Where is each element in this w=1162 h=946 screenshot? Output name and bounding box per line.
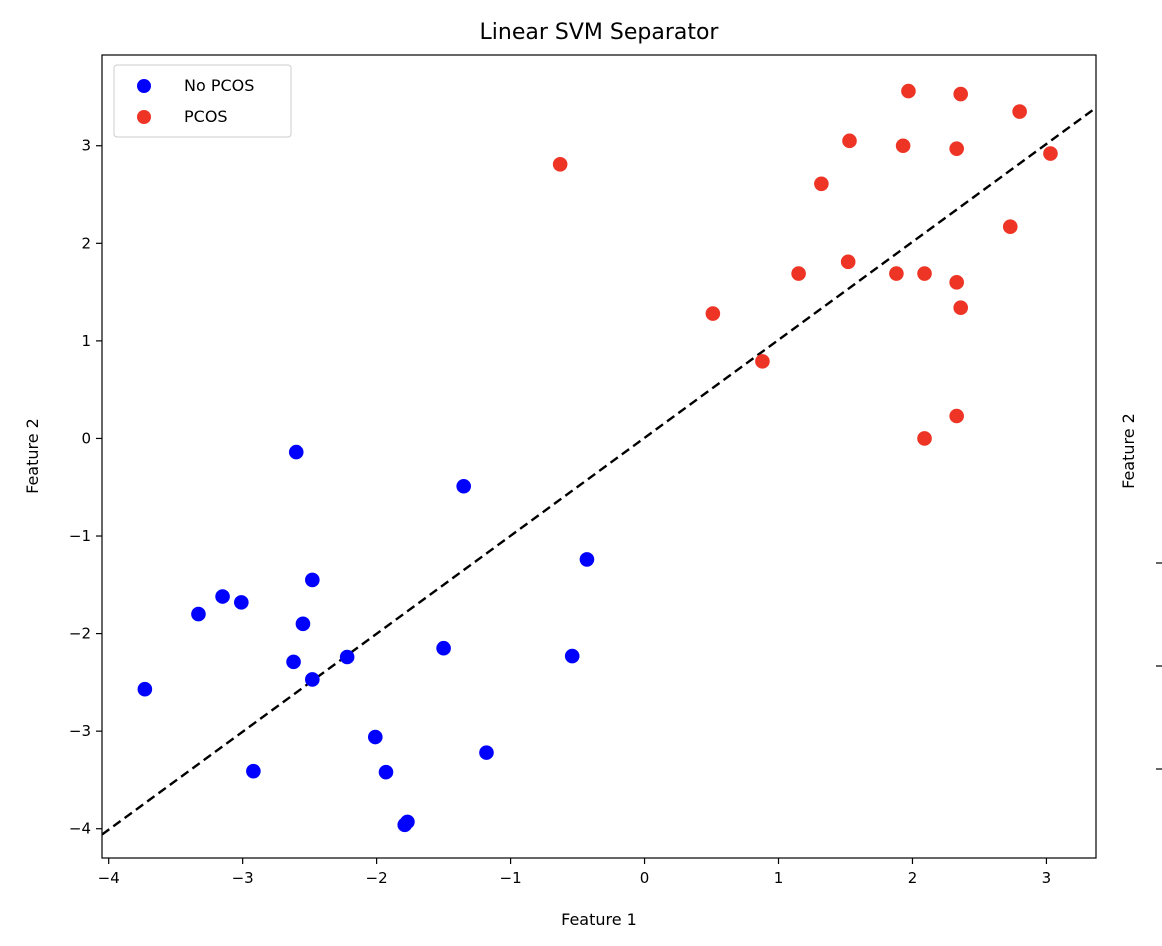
data-point-no-pcos <box>288 444 304 460</box>
side-panel-y-axis-label: Feature 2 <box>1119 413 1138 489</box>
data-point-pcos <box>1043 146 1058 161</box>
data-point-no-pcos <box>479 745 494 760</box>
data-point-no-pcos <box>564 648 580 664</box>
x-tick-label: 3 <box>1042 869 1052 887</box>
data-point-no-pcos <box>367 729 383 745</box>
data-point-no-pcos <box>456 478 471 494</box>
y-tick-label: 1 <box>81 332 91 350</box>
x-axis-label: Feature 1 <box>561 910 637 929</box>
marks-layer <box>101 83 1097 836</box>
data-point-pcos <box>949 408 964 424</box>
y-tick-label: 0 <box>81 429 91 447</box>
side-panel-partial-chart: Feature 2 <box>1119 413 1162 770</box>
data-point-no-pcos <box>579 552 595 567</box>
data-point-no-pcos <box>215 589 230 604</box>
plot-frame <box>101 54 1097 859</box>
data-point-pcos <box>889 266 904 281</box>
y-tick-label: −4 <box>69 820 91 838</box>
y-tick-label: −3 <box>69 722 91 740</box>
data-point-pcos <box>842 133 857 149</box>
y-axis-label: Feature 2 <box>23 418 42 494</box>
data-point-pcos <box>895 138 911 154</box>
data-point-pcos <box>705 306 721 321</box>
data-point-pcos <box>1002 219 1018 235</box>
data-point-no-pcos <box>339 649 355 665</box>
data-point-pcos <box>949 275 964 290</box>
x-tick-label: 2 <box>908 869 918 887</box>
x-tick-label: 1 <box>774 869 784 887</box>
x-tick-label: 0 <box>640 869 650 887</box>
data-point-no-pcos <box>378 764 394 780</box>
data-point-pcos <box>901 83 916 99</box>
chart-title: Linear SVM Separator <box>480 20 720 45</box>
data-point-no-pcos <box>191 606 206 622</box>
y-axis: −4 −3 −2 −1 0 1 2 3 <box>69 137 102 838</box>
data-point-pcos <box>814 176 829 192</box>
x-tick-label: −1 <box>500 869 522 887</box>
series-no-pcos <box>137 444 595 833</box>
plot-area <box>101 54 1097 859</box>
data-point-pcos <box>953 86 968 102</box>
legend-marker-no-pcos <box>137 79 151 93</box>
data-point-no-pcos <box>234 595 249 610</box>
x-tick-label: −4 <box>98 869 120 887</box>
legend: No PCOS PCOS <box>113 64 292 138</box>
data-point-pcos <box>917 266 932 281</box>
legend-label-pcos: PCOS <box>184 107 228 126</box>
data-point-pcos <box>949 141 964 156</box>
side-panel-ticks <box>1156 562 1162 770</box>
data-point-no-pcos <box>286 654 301 670</box>
series-pcos <box>552 83 1058 446</box>
y-tick-label: 2 <box>81 234 91 252</box>
data-point-pcos <box>917 431 932 446</box>
x-axis: −4 −3 −2 −1 0 1 2 3 <box>98 858 1052 887</box>
data-point-no-pcos <box>305 572 320 588</box>
data-point-pcos <box>552 156 568 172</box>
data-point-pcos <box>1012 104 1027 119</box>
y-tick-label: −1 <box>69 527 91 545</box>
data-point-pcos <box>755 354 770 369</box>
legend-marker-pcos <box>137 110 151 124</box>
legend-label-no-pcos: No PCOS <box>184 76 254 95</box>
y-tick-label: −2 <box>69 625 91 643</box>
y-tick-label: 3 <box>81 137 91 155</box>
legend-box <box>113 64 292 138</box>
data-point-no-pcos <box>305 672 320 687</box>
data-point-no-pcos <box>397 817 413 833</box>
x-tick-label: −3 <box>232 869 254 887</box>
svm-separator-line <box>101 106 1097 836</box>
data-point-no-pcos <box>436 640 451 656</box>
data-point-no-pcos <box>295 616 311 632</box>
data-point-pcos <box>953 300 968 316</box>
x-tick-label: −2 <box>366 869 388 887</box>
data-point-no-pcos <box>137 681 153 697</box>
data-point-pcos <box>791 266 806 281</box>
data-point-pcos <box>840 254 856 270</box>
data-point-no-pcos <box>246 763 261 779</box>
